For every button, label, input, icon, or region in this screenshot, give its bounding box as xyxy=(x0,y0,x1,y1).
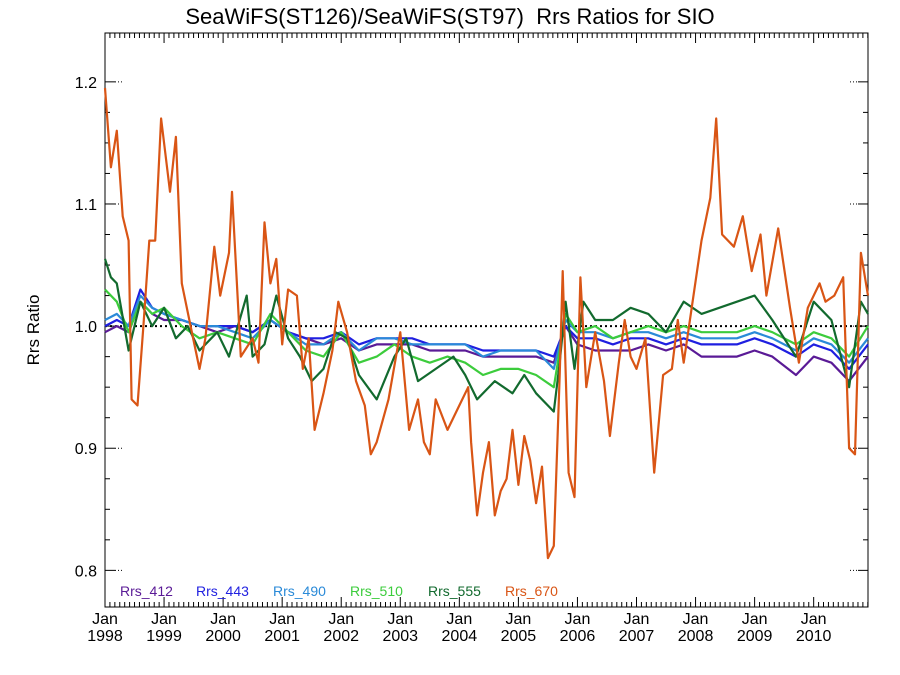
legend-entry-rrs-490: Rrs_490 xyxy=(273,583,326,599)
x-tick-year-label: 2004 xyxy=(442,628,478,645)
plot-frame xyxy=(104,32,869,608)
series-line-rrs-490 xyxy=(104,294,869,370)
series-line-rrs-670 xyxy=(103,87,870,560)
legend-entry-rrs-412: Rrs_412 xyxy=(120,583,173,599)
x-tick-year-label: 2006 xyxy=(560,628,596,645)
y-tick-label: 1.1 xyxy=(75,197,97,214)
x-tick-month-label: Jan xyxy=(151,611,177,628)
series-line-rrs-412 xyxy=(104,300,869,383)
series-line-rrs-555 xyxy=(103,258,869,413)
x-tick-month-label: Jan xyxy=(387,611,413,628)
x-tick-month-label: Jan xyxy=(565,611,591,628)
x-tick-month-label: Jan xyxy=(505,611,531,628)
x-tick-month-label: Jan xyxy=(446,611,472,628)
x-tick-month-label: Jan xyxy=(92,611,118,628)
x-tick-month-label: Jan xyxy=(683,611,709,628)
x-tick-month-label: Jan xyxy=(269,611,295,628)
x-tick-year-label: 2009 xyxy=(737,628,773,645)
y-tick-label: 0.9 xyxy=(75,441,97,458)
x-tick-year-label: 2005 xyxy=(501,628,537,645)
x-tick-month-label: Jan xyxy=(742,611,768,628)
x-tick-month-label: Jan xyxy=(801,611,827,628)
x-tick-year-label: 2008 xyxy=(678,628,714,645)
x-tick-year-label: 1998 xyxy=(87,628,123,645)
x-tick-year-label: 1999 xyxy=(146,628,182,645)
x-tick-year-label: 2010 xyxy=(796,628,832,645)
x-tick-year-label: 2003 xyxy=(382,628,418,645)
x-tick-month-label: Jan xyxy=(328,611,354,628)
x-tick-month-label: Jan xyxy=(210,611,236,628)
x-tick-month-label: Jan xyxy=(624,611,650,628)
x-tick-year-label: 2000 xyxy=(205,628,241,645)
series-line-rrs-510 xyxy=(104,288,869,389)
y-tick-label: 0.8 xyxy=(75,563,97,580)
chart-title: SeaWiFS(ST126)/SeaWiFS(ST97) Rrs Ratios … xyxy=(185,4,715,29)
x-tick-year-label: 2001 xyxy=(264,628,300,645)
legend-entry-rrs-670: Rrs_670 xyxy=(505,583,558,599)
y-axis-label: Rrs Ratio xyxy=(24,294,43,366)
legend-entry-rrs-510: Rrs_510 xyxy=(350,583,403,599)
legend-entry-rrs-443: Rrs_443 xyxy=(196,583,249,599)
y-tick-label: 1.0 xyxy=(75,319,97,336)
x-tick-year-label: 2002 xyxy=(323,628,359,645)
x-tick-year-label: 2007 xyxy=(619,628,655,645)
legend-entry-rrs-555: Rrs_555 xyxy=(428,583,481,599)
y-tick-label: 1.2 xyxy=(75,75,97,92)
